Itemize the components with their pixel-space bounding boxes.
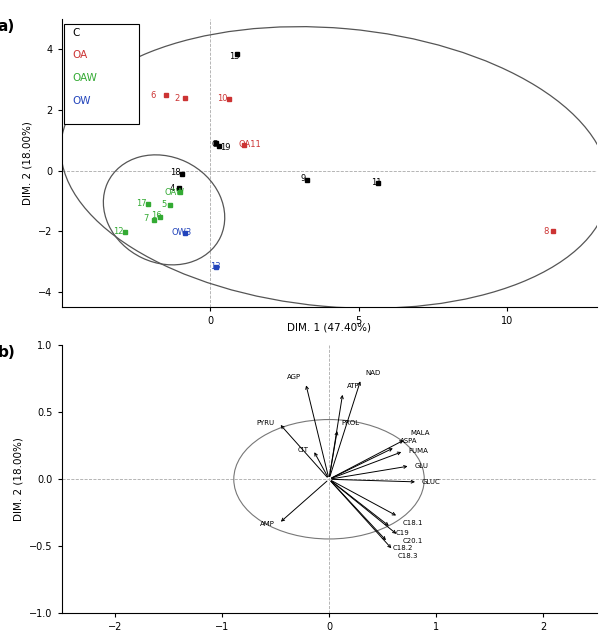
Text: OA: OA — [72, 50, 87, 61]
Text: AMP: AMP — [260, 521, 274, 527]
Text: DIM. 1 (47.40%): DIM. 1 (47.40%) — [287, 323, 371, 333]
Text: 16: 16 — [151, 212, 161, 220]
Y-axis label: DIM. 2 (18.00%): DIM. 2 (18.00%) — [14, 437, 23, 521]
Text: ATP: ATP — [347, 383, 360, 389]
Text: MALA: MALA — [410, 430, 430, 436]
Text: C18.1: C18.1 — [403, 520, 423, 525]
Text: AGP: AGP — [287, 374, 301, 380]
Text: 2: 2 — [175, 94, 180, 103]
Text: C18.2: C18.2 — [392, 545, 413, 551]
Text: 17: 17 — [136, 199, 146, 208]
Text: 5: 5 — [161, 200, 166, 209]
Text: 11: 11 — [371, 178, 381, 187]
Text: C20.1: C20.1 — [403, 538, 423, 544]
Text: ASPA: ASPA — [400, 438, 417, 444]
Text: OAW: OAW — [72, 73, 97, 83]
Text: C18.3: C18.3 — [397, 553, 418, 559]
Text: 19: 19 — [221, 143, 231, 152]
Text: OW: OW — [72, 96, 90, 106]
Text: a): a) — [0, 19, 15, 34]
Text: GLU: GLU — [415, 463, 429, 469]
Text: PYRU: PYRU — [256, 420, 274, 426]
Text: 8: 8 — [543, 227, 549, 236]
Text: 18: 18 — [170, 169, 181, 178]
Text: 12: 12 — [114, 227, 124, 236]
Text: 15: 15 — [229, 52, 240, 61]
Text: NAD: NAD — [365, 370, 381, 376]
Text: 13: 13 — [210, 262, 221, 272]
Text: 6: 6 — [151, 91, 156, 100]
FancyBboxPatch shape — [65, 24, 139, 123]
Text: FUMA: FUMA — [408, 448, 428, 454]
Text: b): b) — [0, 345, 15, 360]
Text: C: C — [72, 27, 79, 38]
Text: 4: 4 — [170, 183, 175, 192]
Text: PROL: PROL — [342, 420, 360, 426]
Text: CIT: CIT — [298, 447, 309, 452]
X-axis label: DIM. 1 (47.40%): DIM. 1 (47.40%) — [287, 638, 371, 639]
Text: 10: 10 — [216, 94, 227, 103]
Text: OW3: OW3 — [172, 228, 192, 237]
Text: C19: C19 — [395, 530, 409, 536]
Text: 7: 7 — [143, 215, 149, 224]
Text: OA11: OA11 — [239, 141, 261, 150]
Text: GLUC: GLUC — [422, 479, 441, 485]
Text: OAW: OAW — [164, 188, 184, 197]
Text: 9: 9 — [301, 174, 306, 183]
Text: C: C — [212, 141, 218, 150]
Y-axis label: DIM. 2 (18.00%): DIM. 2 (18.00%) — [23, 121, 33, 205]
